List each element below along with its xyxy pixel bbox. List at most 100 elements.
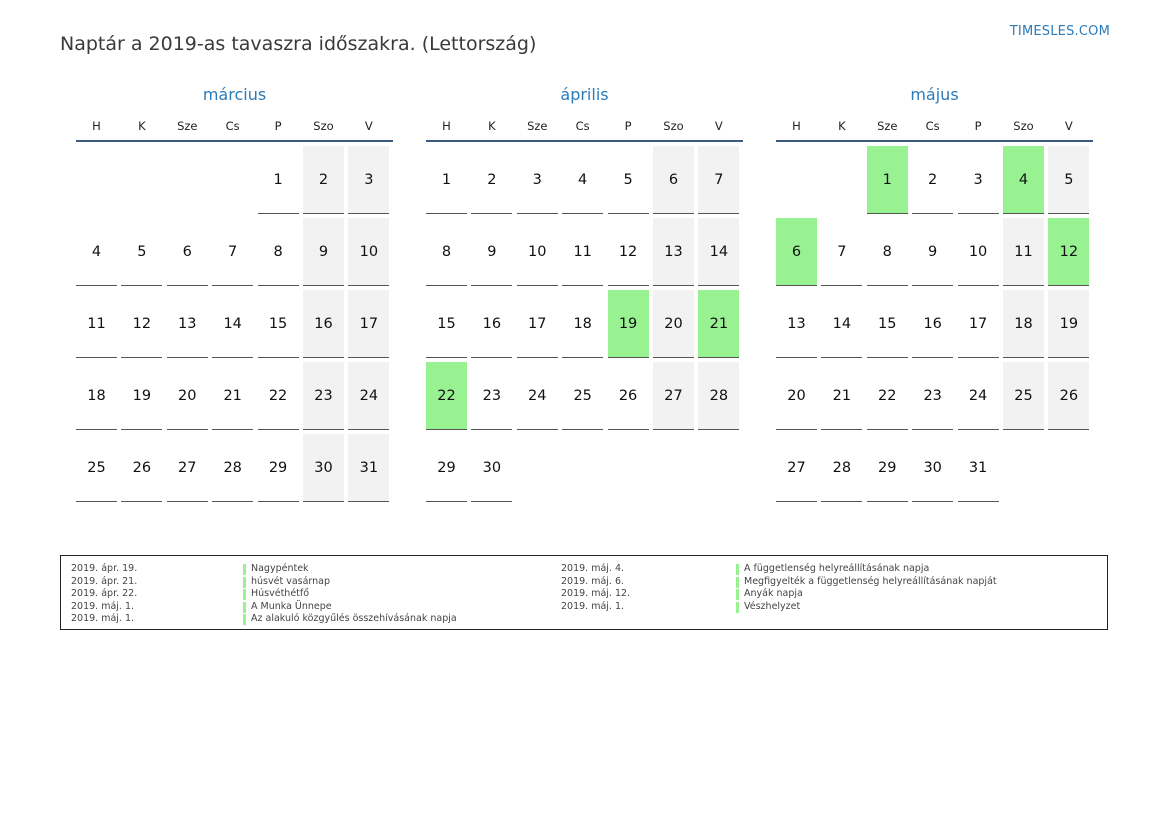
day-cell: 14 [698, 218, 740, 286]
day-cell: 10 [348, 218, 390, 286]
day-cell: 20 [166, 362, 208, 430]
day-cell: 15 [257, 290, 299, 358]
weekday-label: H [442, 119, 451, 133]
day-cell: 17 [516, 290, 558, 358]
weekday-label: Cs [925, 119, 940, 133]
day-cell: 21 [821, 362, 863, 430]
day-cell: 24 [516, 362, 558, 430]
day-cell: 12 [121, 290, 163, 358]
day-cell: 21 [212, 362, 254, 430]
empty-cell [121, 146, 162, 214]
day-cell: 24 [957, 362, 999, 430]
site-link[interactable]: TIMESLES.COM [1009, 24, 1110, 39]
day-cell: 3 [957, 146, 999, 214]
day-cell: 14 [212, 290, 254, 358]
day-cell: 31 [348, 434, 390, 502]
weekday-label: Cs [575, 119, 590, 133]
month-name: április [560, 85, 609, 104]
day-cell: 1 [257, 146, 299, 214]
day-cell: 15 [426, 290, 467, 358]
empty-cell [821, 146, 862, 214]
legend-holiday-name: A Munka Ünnepe [251, 600, 332, 612]
legend-row: 2019. máj. 4. A függetlenség helyreállítá… [561, 563, 1101, 576]
legend-column-right: 2019. máj. 4. A függetlenség helyreállítá… [561, 563, 1101, 613]
weekday-label: Cs [225, 119, 240, 133]
day-cell: 9 [912, 218, 954, 286]
legend-date: 2019. máj. 12. [561, 588, 631, 600]
day-cell: 2 [912, 146, 954, 214]
day-cell: 10 [957, 218, 999, 286]
day-cell: 11 [76, 290, 117, 358]
day-cell: 23 [471, 362, 513, 430]
day-cell: 9 [302, 218, 344, 286]
legend-holiday-name: Anyák napja [744, 588, 803, 600]
day-cell: 25 [562, 362, 604, 430]
legend-date: 2019. máj. 6. [561, 575, 625, 587]
day-cell: 8 [866, 218, 908, 286]
weekday-header: H K Sze Cs P Szo V [426, 116, 743, 142]
weekday-label: P [974, 119, 982, 133]
day-cell: 3 [348, 146, 390, 214]
days-grid: 1 2 3 4 5 6 7 8 9 10 11 12 13 14 15 16 17 18 19 20 21 22 23 24 2… [426, 146, 743, 502]
day-cell: 16 [471, 290, 513, 358]
legend-date: 2019. ápr. 22. [71, 588, 138, 600]
day-cell: 29 [257, 434, 299, 502]
legend-date: 2019. máj. 1. [561, 600, 625, 612]
legend-holiday-name: A függetlenség helyreállításának napja [744, 563, 930, 574]
weekday-label: Sze [877, 119, 898, 133]
day-cell: 8 [257, 218, 299, 286]
holiday-color-marker [243, 601, 246, 613]
day-cell: 3 [516, 146, 558, 214]
day-cell: 5 [121, 218, 163, 286]
day-cell: 25 [76, 434, 117, 502]
day-cell: 2 [302, 146, 344, 214]
day-cell: 11 [1002, 218, 1044, 286]
legend-date: 2019. ápr. 21. [71, 575, 138, 587]
day-cell: 28 [821, 434, 863, 502]
day-cell: 12 [607, 218, 649, 286]
holiday-color-marker [736, 601, 739, 613]
day-cell: 5 [607, 146, 649, 214]
day-cell: 20 [652, 290, 694, 358]
holiday-color-marker [736, 576, 739, 588]
day-cell-holiday: 19 [607, 290, 649, 358]
month-name: március [202, 85, 267, 104]
days-grid: 1 2 3 4 5 6 7 8 9 10 11 12 13 14 15 16 17 18 19 20 21 22 23 24 2… [776, 146, 1093, 502]
day-cell: 15 [866, 290, 908, 358]
day-cell: 1 [426, 146, 467, 214]
weekday-label: V [714, 119, 723, 133]
day-cell: 7 [212, 218, 254, 286]
legend-row: 2019. máj. 1. A Munka Ünnepe [71, 601, 551, 614]
weekday-label: H [92, 119, 101, 133]
legend-holiday-name: Az alakuló közgyűlés összehívásának napj… [251, 613, 457, 625]
day-cell: 5 [1048, 146, 1090, 214]
empty-cell [212, 146, 253, 214]
day-cell: 7 [821, 218, 863, 286]
day-cell: 2 [471, 146, 513, 214]
legend-row: 2019. máj. 1. Vészhelyzet [561, 601, 1101, 614]
day-cell: 31 [957, 434, 999, 502]
legend-holiday-name: Vészhelyzet [744, 600, 801, 612]
day-cell: 20 [776, 362, 817, 430]
day-cell-holiday: 12 [1048, 218, 1090, 286]
weekday-label: Szo [663, 119, 684, 133]
holiday-color-marker [736, 564, 739, 575]
day-cell: 30 [912, 434, 954, 502]
empty-cell [776, 146, 817, 214]
weekday-label: K [838, 119, 846, 133]
holiday-color-marker [243, 564, 246, 575]
weekday-label: Szo [313, 119, 334, 133]
legend-date: 2019. máj. 1. [71, 613, 135, 625]
legend-row: 2019. máj. 1. Az alakuló közgyűlés összeh… [71, 613, 551, 626]
day-cell: 28 [698, 362, 740, 430]
weekday-label: P [274, 119, 282, 133]
day-cell: 19 [1048, 290, 1090, 358]
weekday-header: H K Sze Cs P Szo V [76, 116, 393, 142]
day-cell: 17 [957, 290, 999, 358]
weekday-label: P [624, 119, 632, 133]
holiday-color-marker [243, 589, 246, 601]
day-cell: 7 [698, 146, 740, 214]
day-cell: 11 [562, 218, 604, 286]
month-name: május [910, 85, 959, 104]
day-cell: 13 [166, 290, 208, 358]
